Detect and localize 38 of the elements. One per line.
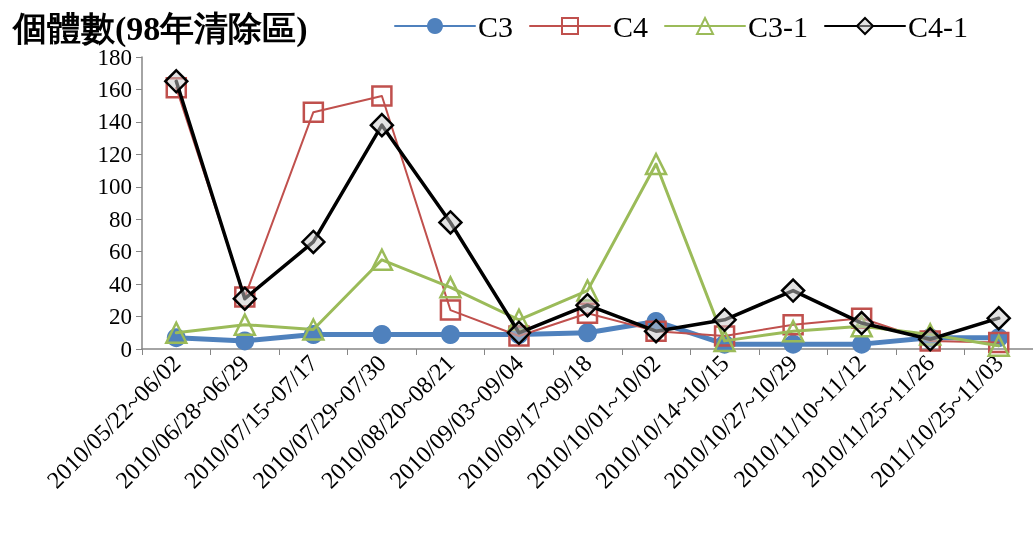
point <box>644 152 668 176</box>
legend-label: C4-1 <box>908 9 968 43</box>
point <box>781 319 805 343</box>
point <box>302 101 325 123</box>
point <box>575 292 600 318</box>
point <box>918 323 942 346</box>
y-tick-label: 80 <box>109 206 132 232</box>
y-tick-label: 40 <box>109 271 132 297</box>
point <box>164 69 189 94</box>
point <box>302 318 325 341</box>
legend-label: C4 <box>612 9 649 43</box>
legend-label: C3 <box>477 9 513 43</box>
point <box>371 85 393 107</box>
point <box>440 324 460 344</box>
point <box>370 248 394 272</box>
point <box>576 279 599 302</box>
point <box>438 210 463 235</box>
point <box>713 329 736 353</box>
y-tick-label: 0 <box>120 336 132 362</box>
point <box>780 278 806 303</box>
point <box>372 324 392 344</box>
y-tick-label: 160 <box>97 76 132 102</box>
y-tick-label: 100 <box>97 174 132 200</box>
point <box>578 323 597 343</box>
point <box>233 313 257 336</box>
y-tick-label: 120 <box>97 141 132 167</box>
point <box>712 307 737 333</box>
point <box>439 299 462 321</box>
point <box>165 321 188 345</box>
point <box>986 305 1011 331</box>
y-tick-label: 140 <box>97 109 132 135</box>
legend-label: C3-1 <box>748 9 808 43</box>
y-tick-label: 20 <box>109 304 132 330</box>
y-tick-label: 60 <box>109 239 132 265</box>
point <box>301 229 326 255</box>
point <box>439 276 462 299</box>
point <box>165 77 188 99</box>
point <box>369 112 395 138</box>
